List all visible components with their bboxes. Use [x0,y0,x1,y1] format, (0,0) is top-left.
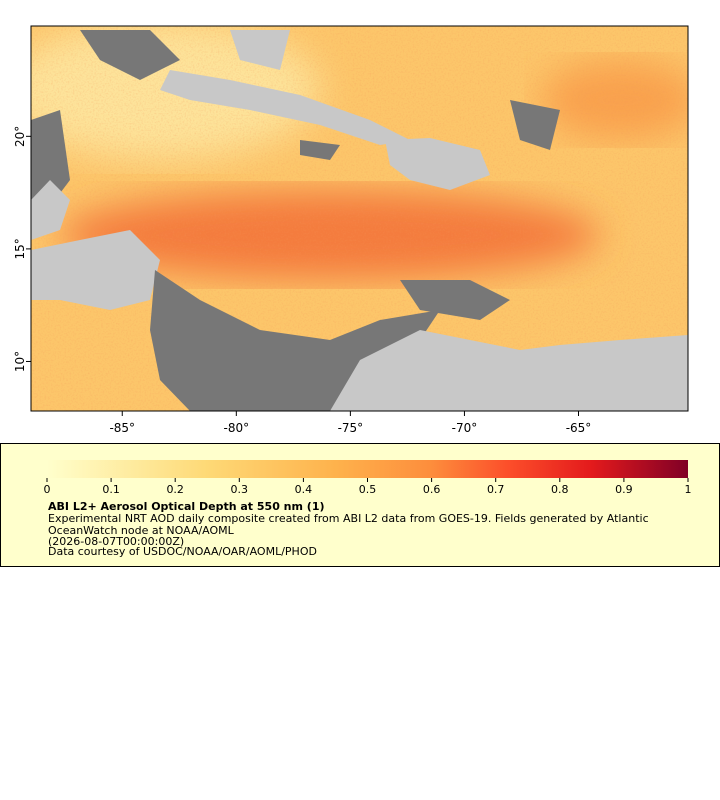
colorbar-tick-label: 1 [685,483,692,496]
colorbar-tick-label: 0.6 [423,483,441,496]
colorbar [47,460,688,478]
y-tick-label: 10° [13,351,27,372]
colorbar-tick-label: 0.7 [487,483,505,496]
x-tick-label: -70° [452,421,478,435]
map [31,26,688,411]
land [31,180,70,240]
colorbar-tick-label: 0.4 [295,483,313,496]
cloud [300,140,340,160]
cloud [400,280,510,320]
x-tick-label: -65° [566,421,592,435]
cloud [150,270,440,411]
y-tick-label: 15° [13,238,27,259]
colorbar-tick-label: 0.1 [102,483,120,496]
legend-title: ABI L2+ Aerosol Optical Depth at 550 nm … [48,500,325,513]
colorbar-tick-label: 0.8 [551,483,569,496]
legend-line: (2026-08-07T00:00:00Z) [48,535,184,548]
land [31,230,160,310]
map-frame [30,25,689,412]
x-tick-label: -85° [109,421,135,435]
colorbar-tick-label: 0.3 [231,483,249,496]
x-tick-label: -80° [224,421,250,435]
cloud [80,30,180,80]
land [230,30,290,70]
legend-line: OceanWatch node at NOAA/AOML [48,524,235,537]
colorbar-tick-label: 0 [44,483,51,496]
legend-line: Data courtesy of USDOC/NOAA/OAR/AOML/PHO… [48,545,317,558]
colorbar-tick-label: 0.2 [166,483,184,496]
colorbar-tick-label: 0.5 [359,483,377,496]
cloud [510,100,560,150]
legend-line: Experimental NRT AOD daily composite cre… [48,512,649,525]
x-tick-label: -75° [338,421,364,435]
land [330,330,688,411]
land [160,70,410,145]
y-tick-label: 20° [13,126,27,147]
land [385,138,490,190]
colorbar-tick-label: 0.9 [615,483,633,496]
